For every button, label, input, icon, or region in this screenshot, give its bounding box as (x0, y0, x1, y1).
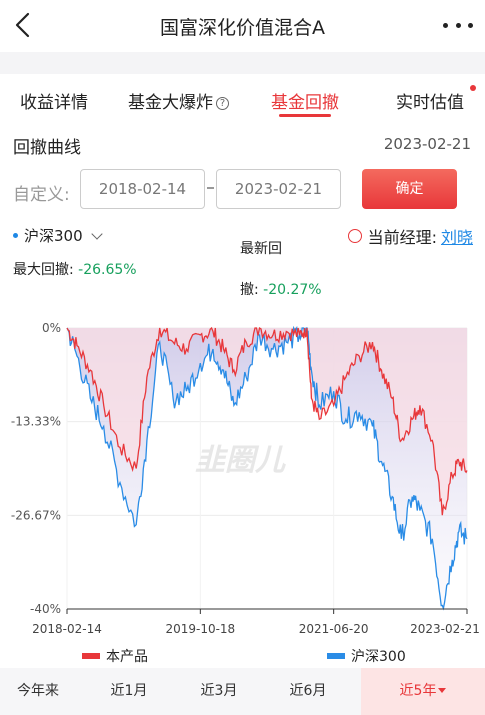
index-dot-icon (13, 233, 18, 238)
max-drawdown-stat: 最大回撤: -26.65% (13, 259, 137, 279)
tab-fund-explosion[interactable]: 基金大爆炸? (128, 88, 229, 113)
back-arrow-icon[interactable] (8, 8, 42, 42)
active-tab-indicator (279, 114, 331, 117)
legend-index-swatch (327, 653, 345, 659)
separator-band (0, 52, 485, 74)
help-icon[interactable]: ? (216, 97, 229, 110)
y-tick-label: 0% (42, 321, 61, 335)
index-area (67, 328, 467, 609)
page-title: 国富深化价值混合A (160, 16, 325, 39)
product-line (66, 326, 468, 516)
period-1m[interactable]: 近1月 (110, 683, 148, 699)
chart-watermark: 韭圈儿 (195, 443, 286, 478)
tab-return-details[interactable]: 收益详情 (20, 93, 88, 113)
period-5y-label: 近5年 (399, 683, 437, 699)
manager-label: 当前经理: (367, 228, 437, 247)
section-title: 回撤曲线 (13, 138, 81, 158)
latest-drawdown-label-line1: 最新回 (240, 241, 282, 257)
x-tick-label: 2019-10-18 (165, 622, 235, 636)
custom-range-label: 自定义: (13, 185, 70, 205)
max-drawdown-value: -26.65% (78, 262, 137, 278)
period-3m[interactable]: 近3月 (200, 683, 238, 699)
period-ytd[interactable]: 今年来 (17, 683, 59, 699)
legend-index-label: 沪深300 (351, 649, 406, 665)
top-bar: 国富深化价值混合A (0, 0, 485, 52)
y-tick-label: -26.67% (11, 508, 61, 522)
drawdown-chart: 0% -13.33% -26.67% -40% 韭圈儿 2018-02-14 2019-10… (11, 321, 480, 636)
caret-down-icon (438, 688, 447, 693)
legend-product-label: 本产品 (106, 649, 148, 665)
period-6m[interactable]: 近6月 (289, 683, 327, 699)
confirm-button[interactable]: 确定 (362, 169, 457, 209)
y-tick-label: -13.33% (11, 415, 61, 429)
legend-index: 沪深300 (327, 646, 406, 666)
x-tick-label: 2021-06-20 (299, 622, 369, 636)
section-date: 2023-02-21 (383, 135, 471, 153)
index-selector[interactable]: 沪深300 (13, 225, 103, 246)
range-dash (207, 187, 214, 189)
notification-dot (470, 85, 476, 91)
tab-drawdown[interactable]: 基金回撤 (271, 93, 339, 113)
chevron-down-icon (90, 227, 103, 240)
period-5y[interactable]: 近5年 (361, 668, 485, 715)
tab-realtime-estimate[interactable]: 实时估值 (396, 93, 464, 113)
manager-name-link[interactable]: 刘晓 (440, 228, 473, 247)
latest-drawdown-label-line2: 撤: (240, 282, 259, 298)
start-date-input[interactable]: 2018-02-14 (80, 169, 205, 209)
index-selector-label: 沪深300 (24, 227, 83, 245)
end-date-input[interactable]: 2023-02-21 (216, 169, 341, 209)
more-options-icon[interactable] (443, 12, 473, 38)
manager-ring-icon (347, 229, 362, 243)
tab-bar: 收益详情 基金大爆炸? 基金回撤 实时估值 (0, 74, 485, 124)
manager-info: 当前经理: 刘晓 (347, 224, 473, 248)
index-line (66, 325, 468, 611)
latest-drawdown-value: -20.27% (263, 282, 322, 298)
period-selector: 今年来 近1月 近3月 近6月 近5年 (0, 668, 485, 715)
y-tick-label: -40% (30, 602, 61, 616)
legend-product-swatch (82, 653, 100, 659)
x-tick-label: 2018-02-14 (32, 622, 102, 636)
max-drawdown-label: 最大回撤: (13, 262, 74, 278)
latest-drawdown-stat: 撤: -20.27% (240, 279, 322, 299)
product-area (67, 328, 467, 516)
legend-product: 本产品 (82, 646, 148, 666)
x-tick-label: 2023-02-21 (410, 622, 480, 636)
tab-fund-explosion-label: 基金大爆炸 (128, 93, 213, 113)
